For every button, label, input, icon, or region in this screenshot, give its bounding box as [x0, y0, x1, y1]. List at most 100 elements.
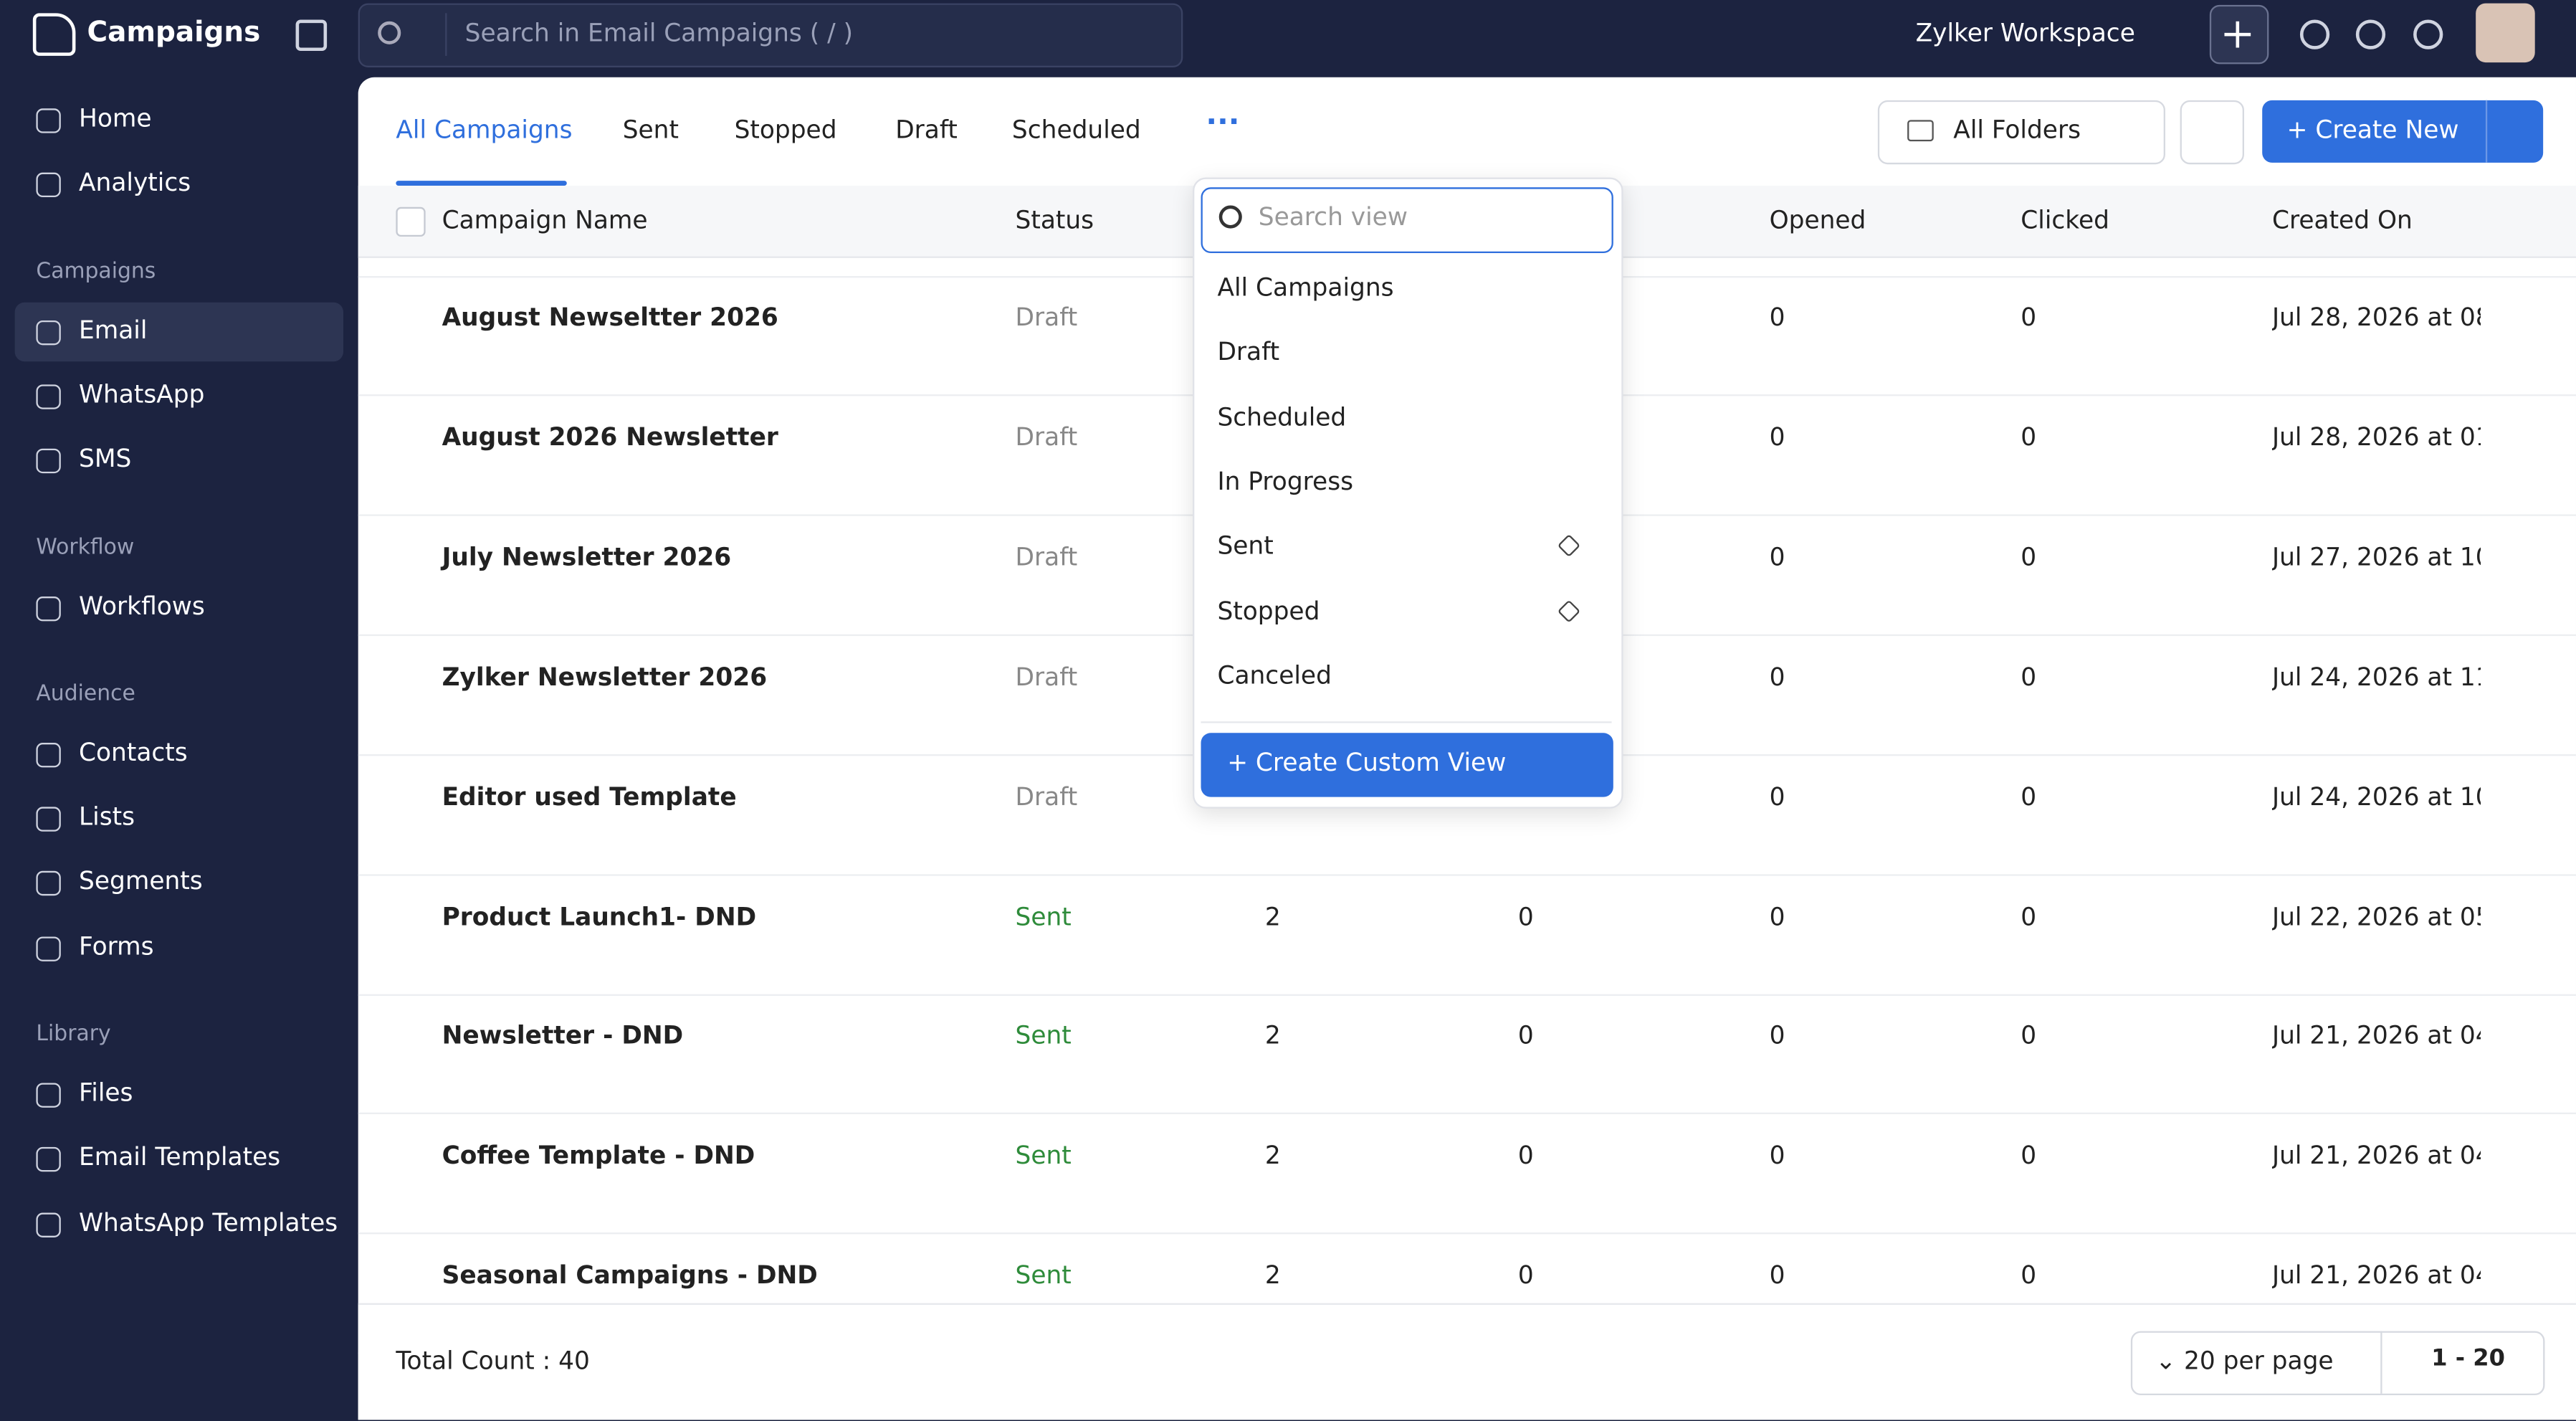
table-cell: 0: [2021, 541, 2037, 572]
sidebar-icon: [36, 1147, 61, 1172]
table-cell: Sent: [1015, 1260, 1072, 1291]
header-icon[interactable]: [2355, 19, 2386, 49]
table-cell: Draft: [1015, 541, 1078, 572]
search-icon: [378, 21, 401, 44]
sidebar-section: Audience: [36, 681, 135, 707]
campaign-name[interactable]: Editor used Template: [442, 781, 737, 812]
pager-divider: [2380, 1331, 2382, 1394]
sidebar-item[interactable]: SMS: [79, 444, 132, 474]
campaign-name[interactable]: Newsletter - DND: [442, 1021, 684, 1051]
sidebar-item[interactable]: Email Templates: [79, 1142, 281, 1172]
dropdown-search[interactable]: [1201, 187, 1613, 253]
row-divider: [358, 1232, 2576, 1235]
header-icon[interactable]: [2299, 19, 2330, 49]
column-header: Clicked: [2021, 205, 2109, 235]
table-cell: Draft: [1015, 781, 1078, 812]
sidebar-selected: [14, 301, 344, 361]
tab[interactable]: Sent: [622, 115, 679, 145]
range: 1 - 20: [2431, 1346, 2505, 1372]
tab[interactable]: Scheduled: [1011, 115, 1141, 145]
sidebar-icon: [36, 936, 61, 961]
table-cell: Sent: [1015, 1141, 1072, 1171]
sidebar-icon: [36, 108, 61, 133]
checkbox[interactable]: [396, 206, 426, 237]
sidebar-item[interactable]: Home: [79, 103, 152, 133]
dropdown-item[interactable]: Canceled: [1217, 660, 1332, 690]
table-cell: 2: [1264, 1141, 1281, 1171]
table-cell: 0: [1517, 1141, 1534, 1171]
sidebar-item[interactable]: Analytics: [79, 168, 191, 198]
sidebar-item[interactable]: Contacts: [79, 737, 188, 767]
table-cell: Jul 21, 2026 at 04:: [2271, 1141, 2481, 1171]
column-header: Campaign Name: [442, 205, 648, 235]
dropdown-item[interactable]: Sent: [1217, 531, 1274, 561]
tab[interactable]: Stopped: [734, 115, 837, 145]
filter-button[interactable]: [2180, 100, 2244, 165]
sidebar-icon: [36, 871, 61, 897]
campaign-name[interactable]: Seasonal Campaigns - DND: [442, 1260, 818, 1291]
tab-underline: [396, 181, 567, 186]
sidebar-item[interactable]: Segments: [79, 866, 203, 897]
sidebar-item[interactable]: Forms: [79, 931, 154, 961]
pager[interactable]: [2130, 1331, 2545, 1395]
sidebar-section: Library: [36, 1022, 111, 1047]
sidebar-item[interactable]: Lists: [79, 802, 135, 832]
campaign-name[interactable]: Zylker Newsletter 2026: [442, 661, 768, 692]
table-cell: Sent: [1015, 1021, 1072, 1051]
search-placeholder: Search in Email Campaigns ( / ): [464, 18, 854, 48]
sidebar-icon: [36, 173, 61, 198]
search-divider: [445, 13, 447, 56]
per-page[interactable]: ⌄ 20 per page: [2155, 1346, 2334, 1376]
tab-more[interactable]: ···: [1206, 105, 1240, 140]
tab[interactable]: Draft: [895, 115, 958, 145]
logo-icon: [32, 13, 76, 56]
sidebar-icon: [36, 1212, 61, 1237]
table-cell: 2: [1264, 1021, 1281, 1051]
row-divider: [358, 1113, 2576, 1115]
custom-view-label[interactable]: + Create Custom View: [1227, 747, 1507, 778]
dropdown-item[interactable]: Draft: [1217, 337, 1280, 367]
column-header: Opened: [1769, 205, 1866, 235]
table-cell: 0: [1769, 661, 1785, 692]
campaign-name[interactable]: August 2026 Newsletter: [442, 422, 778, 452]
sidebar-toggle[interactable]: [295, 19, 328, 52]
table-cell: Jul 28, 2026 at 01:: [2271, 422, 2481, 452]
sidebar-section: Campaigns: [36, 259, 156, 284]
folder-icon: [1907, 120, 1934, 142]
tab[interactable]: All Campaigns: [396, 115, 573, 145]
dropdown-item[interactable]: Stopped: [1217, 595, 1320, 626]
table-cell: Jul 28, 2026 at 08:: [2271, 302, 2481, 333]
table-cell: 0: [2021, 422, 2037, 452]
table-cell: 0: [1517, 901, 1534, 931]
header-icon[interactable]: [2413, 19, 2443, 49]
dropdown-item[interactable]: All Campaigns: [1217, 272, 1394, 303]
column-header: Status: [1015, 205, 1094, 235]
create-button[interactable]: [2262, 100, 2544, 163]
total-count: Total Count : 40: [396, 1346, 590, 1376]
custom-view-button[interactable]: [1201, 733, 1613, 797]
sidebar-item[interactable]: WhatsApp Templates: [79, 1207, 338, 1237]
sidebar-item[interactable]: Files: [79, 1078, 133, 1108]
campaign-name[interactable]: July Newsletter 2026: [442, 541, 732, 572]
sidebar-item[interactable]: WhatsApp: [79, 379, 205, 409]
row-divider: [358, 993, 2576, 995]
sidebar-icon: [36, 742, 61, 767]
workspace-name[interactable]: Zylker Workspace: [1915, 18, 2135, 48]
table-cell: 2: [1264, 901, 1281, 931]
table-cell: 0: [1769, 541, 1785, 572]
campaign-name[interactable]: Coffee Template - DND: [442, 1141, 755, 1171]
sidebar-icon: [36, 384, 61, 409]
table-cell: 0: [2021, 1021, 2037, 1051]
create-label[interactable]: + Create New: [2286, 115, 2459, 145]
dropdown: [1193, 177, 1623, 809]
search-box[interactable]: [358, 3, 1183, 67]
sidebar-item[interactable]: Workflows: [79, 591, 205, 621]
dropdown-item[interactable]: Scheduled: [1217, 401, 1347, 432]
folders-button[interactable]: [1877, 100, 2165, 165]
dropdown-item[interactable]: In Progress: [1217, 466, 1354, 496]
avatar[interactable]: [2476, 3, 2535, 63]
sidebar-icon: [36, 595, 61, 621]
campaign-name[interactable]: August Newseltter 2026: [442, 302, 778, 333]
campaign-name[interactable]: Product Launch1- DND: [442, 901, 757, 931]
sidebar-item[interactable]: Email: [79, 315, 148, 345]
